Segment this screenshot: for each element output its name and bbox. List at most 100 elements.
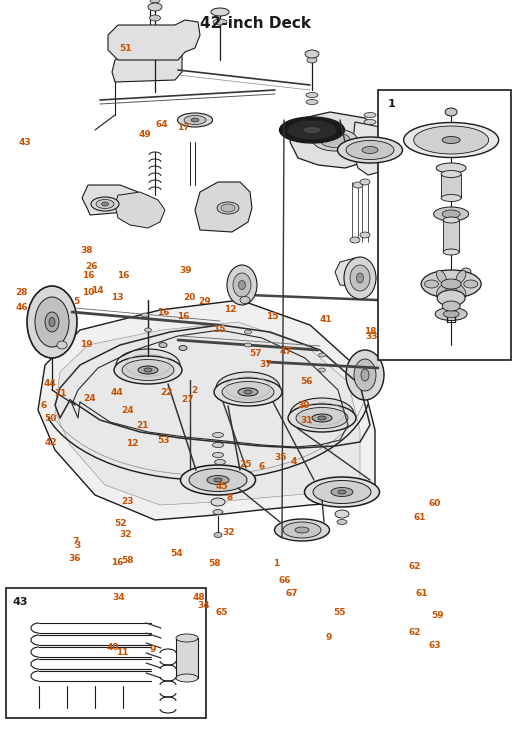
Ellipse shape — [456, 270, 466, 283]
Text: 24: 24 — [84, 394, 96, 403]
Text: 57: 57 — [249, 349, 262, 358]
Ellipse shape — [57, 341, 67, 349]
Ellipse shape — [290, 398, 354, 430]
Ellipse shape — [441, 170, 461, 178]
Ellipse shape — [437, 270, 446, 283]
Text: 66: 66 — [279, 576, 291, 585]
Ellipse shape — [421, 270, 481, 298]
Text: 16: 16 — [177, 312, 190, 321]
Ellipse shape — [461, 268, 471, 276]
Ellipse shape — [442, 210, 460, 218]
Text: 15: 15 — [266, 312, 278, 321]
Text: 43: 43 — [18, 138, 31, 147]
Text: 50: 50 — [44, 414, 56, 423]
Text: 52: 52 — [114, 519, 127, 528]
Polygon shape — [55, 322, 360, 505]
Ellipse shape — [313, 480, 371, 503]
Text: 48: 48 — [193, 593, 205, 602]
Text: 32: 32 — [222, 528, 234, 537]
Ellipse shape — [227, 265, 257, 305]
Ellipse shape — [288, 404, 356, 432]
Text: 47: 47 — [280, 347, 292, 356]
Text: 9: 9 — [325, 633, 331, 642]
Text: 12: 12 — [126, 440, 139, 448]
Ellipse shape — [280, 117, 345, 143]
Ellipse shape — [319, 353, 326, 357]
Text: 34: 34 — [198, 601, 210, 610]
Ellipse shape — [274, 519, 329, 541]
Ellipse shape — [433, 207, 469, 221]
Text: 6: 6 — [41, 401, 47, 410]
Ellipse shape — [296, 408, 348, 428]
Text: 18: 18 — [364, 327, 377, 336]
Text: 64: 64 — [155, 120, 168, 129]
Ellipse shape — [346, 141, 394, 160]
Text: 12: 12 — [224, 305, 236, 314]
Text: 60: 60 — [429, 499, 441, 508]
Ellipse shape — [443, 249, 459, 255]
Ellipse shape — [212, 432, 224, 437]
Ellipse shape — [35, 297, 69, 347]
Ellipse shape — [337, 519, 347, 525]
Text: 5: 5 — [73, 297, 79, 306]
Polygon shape — [335, 258, 376, 288]
Ellipse shape — [443, 217, 459, 223]
Ellipse shape — [346, 350, 384, 400]
Ellipse shape — [45, 312, 59, 332]
Polygon shape — [115, 192, 165, 228]
Ellipse shape — [287, 120, 337, 140]
Text: 21: 21 — [54, 389, 67, 398]
Ellipse shape — [144, 368, 152, 372]
Text: 26: 26 — [85, 262, 97, 271]
Text: 30: 30 — [298, 401, 310, 410]
Ellipse shape — [442, 136, 460, 144]
Text: 44: 44 — [44, 379, 56, 388]
Ellipse shape — [245, 330, 251, 334]
Ellipse shape — [319, 368, 326, 372]
Text: 27: 27 — [181, 395, 193, 404]
Text: 40: 40 — [107, 643, 119, 652]
Text: 34: 34 — [113, 593, 125, 602]
Text: 25: 25 — [239, 460, 251, 469]
Text: 24: 24 — [121, 406, 133, 415]
Polygon shape — [108, 20, 200, 60]
Ellipse shape — [364, 119, 376, 124]
Text: 41: 41 — [320, 315, 332, 324]
Text: 9: 9 — [150, 645, 156, 654]
Ellipse shape — [435, 308, 467, 320]
Ellipse shape — [362, 147, 378, 153]
Ellipse shape — [448, 279, 456, 285]
Ellipse shape — [353, 182, 363, 188]
Ellipse shape — [303, 126, 321, 134]
Ellipse shape — [318, 416, 326, 420]
Bar — [6, 588, 206, 718]
Text: 17: 17 — [177, 123, 190, 132]
Text: 7: 7 — [73, 537, 79, 546]
Text: 32: 32 — [120, 530, 132, 539]
Ellipse shape — [116, 349, 180, 381]
Ellipse shape — [307, 57, 317, 63]
Ellipse shape — [177, 113, 212, 127]
Text: 1: 1 — [273, 559, 279, 568]
Ellipse shape — [214, 460, 226, 465]
Bar — [378, 90, 511, 360]
Text: 31: 31 — [301, 416, 313, 425]
Ellipse shape — [320, 132, 350, 147]
Ellipse shape — [142, 313, 148, 317]
Ellipse shape — [27, 286, 77, 358]
Polygon shape — [195, 182, 252, 232]
Ellipse shape — [96, 200, 114, 209]
Polygon shape — [82, 185, 140, 215]
Ellipse shape — [148, 3, 162, 11]
Ellipse shape — [233, 273, 251, 297]
Ellipse shape — [361, 369, 369, 381]
Ellipse shape — [49, 317, 55, 326]
Polygon shape — [112, 42, 182, 82]
Ellipse shape — [239, 280, 246, 289]
Ellipse shape — [176, 674, 198, 682]
Text: 36: 36 — [68, 554, 81, 563]
Ellipse shape — [214, 478, 222, 482]
Ellipse shape — [360, 232, 370, 238]
Ellipse shape — [335, 510, 349, 518]
Ellipse shape — [350, 237, 360, 243]
